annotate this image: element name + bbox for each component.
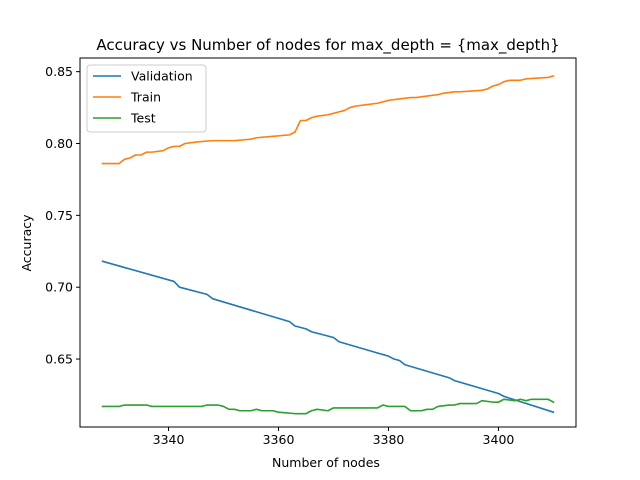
plot-frame	[79, 57, 577, 428]
x-tick-label: 3340	[153, 432, 185, 447]
legend-box	[86, 64, 207, 133]
y-tick-label: 0.65	[45, 352, 73, 367]
legend-label-validation: Validation	[131, 69, 193, 84]
legend-label-test: Test	[130, 111, 156, 126]
y-tick-label: 0.75	[45, 208, 73, 223]
x-axis-label: Number of nodes	[272, 455, 380, 470]
series-line-validation	[101, 260, 555, 414]
y-tick-label: 0.80	[45, 136, 73, 151]
legend: Validation Train Test	[86, 64, 207, 133]
y-tick-label: 0.85	[45, 64, 73, 79]
chart-title: Accuracy vs Number of nodes for max_dept…	[96, 36, 559, 55]
y-tick-label: 0.70	[45, 280, 73, 295]
x-axis-ticks: 3340 3360 3380 3400	[153, 427, 515, 447]
series-line-train	[101, 74, 555, 165]
x-tick-label: 3360	[263, 432, 295, 447]
y-axis-label: Accuracy	[19, 214, 34, 272]
series-line-test	[101, 398, 555, 415]
x-tick-label: 3380	[373, 432, 405, 447]
legend-label-train: Train	[130, 90, 161, 105]
y-axis-ticks: 0.65 0.70 0.75 0.80 0.85	[45, 64, 80, 367]
plot-area	[79, 57, 577, 428]
x-tick-label: 3400	[483, 432, 515, 447]
